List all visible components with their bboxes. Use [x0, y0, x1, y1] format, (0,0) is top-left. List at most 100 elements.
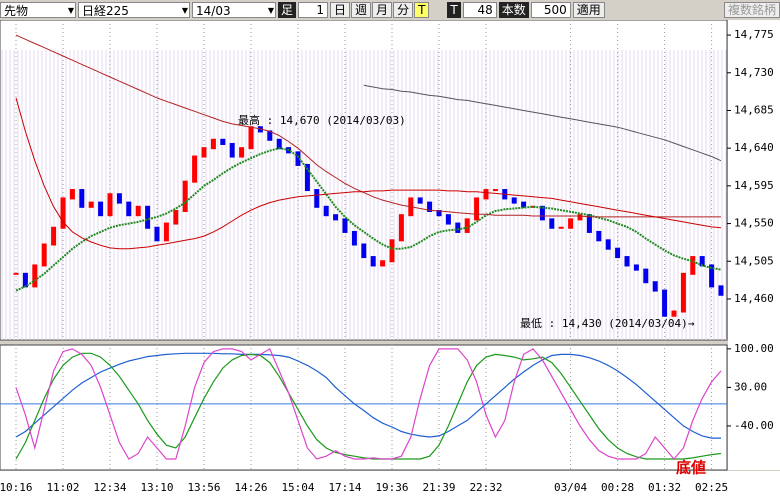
candle	[389, 239, 395, 263]
candle	[624, 256, 630, 267]
candle	[483, 189, 489, 200]
market-select[interactable]: 先物	[0, 2, 76, 19]
candle	[333, 214, 339, 221]
y-tick-label: -40.00	[734, 419, 774, 432]
y-tick-label: 14,685	[734, 103, 774, 116]
candle	[380, 260, 386, 267]
ma-line	[15, 97, 722, 250]
multi-button[interactable]: 複数銘柄	[723, 2, 780, 18]
min-annotation: 最低 : 14,430 (2014/03/04)→	[520, 317, 695, 330]
x-tick-label: 10:16	[0, 481, 33, 494]
candle	[182, 180, 188, 212]
candle	[41, 243, 47, 267]
candle	[455, 222, 461, 233]
count-label: 本数	[498, 2, 529, 18]
tick-count[interactable]: 48	[462, 2, 497, 18]
y-tick-label: 14,640	[734, 141, 774, 154]
tick-label: T	[447, 2, 461, 18]
candle	[643, 268, 649, 284]
candle	[173, 209, 179, 225]
period-button[interactable]: 日	[330, 2, 351, 18]
y-tick-label: 14,775	[734, 28, 774, 41]
x-tick-label: 12:34	[93, 481, 126, 494]
count-input[interactable]: 500	[530, 2, 571, 18]
period-button[interactable]: 分	[393, 2, 414, 18]
candle	[539, 205, 545, 221]
x-tick-label: 21:39	[422, 481, 455, 494]
candle	[267, 130, 273, 141]
contract-select[interactable]: 14/03	[192, 2, 276, 19]
ma-line	[15, 34, 721, 218]
panel	[0, 344, 728, 471]
candle	[220, 138, 226, 145]
candle	[154, 226, 160, 242]
y-tick-label: 100.00	[734, 342, 774, 355]
candle	[361, 243, 367, 259]
candle	[680, 272, 686, 313]
candle	[229, 142, 235, 158]
candle	[201, 147, 207, 158]
candle	[718, 285, 724, 296]
candle	[530, 205, 536, 208]
candle	[690, 256, 696, 275]
x-tick-label: 17:14	[328, 481, 361, 494]
candle	[126, 201, 132, 217]
candle	[652, 281, 658, 292]
candle	[577, 214, 583, 221]
candle	[492, 189, 498, 192]
candle	[304, 163, 310, 192]
candle	[586, 214, 592, 233]
apply-button[interactable]: 適用	[572, 2, 605, 18]
y-tick-label: 14,460	[734, 292, 774, 305]
candle	[135, 205, 141, 217]
x-tick-label: 01:32	[648, 481, 681, 494]
candle	[88, 201, 94, 208]
y-tick-label: 14,505	[734, 254, 774, 267]
candle	[210, 138, 216, 150]
period-button[interactable]: T	[414, 2, 430, 18]
candle	[398, 214, 404, 242]
period-button[interactable]: 月	[372, 2, 393, 18]
candle	[370, 256, 376, 267]
candle	[351, 230, 357, 246]
x-tick-label: 13:56	[187, 481, 220, 494]
index-select[interactable]: 日経225	[78, 2, 190, 19]
candle	[276, 138, 282, 150]
candle	[323, 205, 329, 217]
y-tick-label: 14,595	[734, 179, 774, 192]
candle	[605, 239, 611, 250]
candle	[314, 189, 320, 208]
oscillator-line	[15, 352, 721, 439]
axis-area	[728, 20, 780, 470]
period-button[interactable]: 週	[351, 2, 372, 18]
candle	[558, 226, 564, 229]
bottom-annotation: 底値	[676, 459, 706, 477]
x-tick-label: 15:04	[281, 481, 314, 494]
y-tick-label: 14,730	[734, 66, 774, 79]
candle	[427, 201, 433, 212]
candle	[568, 218, 574, 229]
candle	[98, 201, 104, 217]
candle	[32, 264, 38, 288]
candle	[79, 189, 85, 208]
max-annotation: 最高 : 14,670 (2014/03/03)	[238, 113, 406, 127]
time-axis	[0, 471, 780, 500]
candle	[511, 197, 517, 204]
y-tick-label: 30.00	[734, 380, 767, 393]
candle	[248, 126, 254, 150]
candle	[549, 218, 555, 229]
x-tick-label: 19:36	[375, 481, 408, 494]
candle	[445, 214, 451, 225]
bar-size[interactable]: 1	[298, 2, 329, 18]
candle	[474, 197, 480, 221]
candle	[436, 209, 442, 217]
candle	[145, 205, 151, 229]
candle	[521, 201, 527, 208]
candle	[239, 147, 245, 158]
x-tick-label: 03/04	[554, 481, 587, 494]
x-tick-label: 00:28	[601, 481, 634, 494]
candle	[615, 247, 621, 259]
